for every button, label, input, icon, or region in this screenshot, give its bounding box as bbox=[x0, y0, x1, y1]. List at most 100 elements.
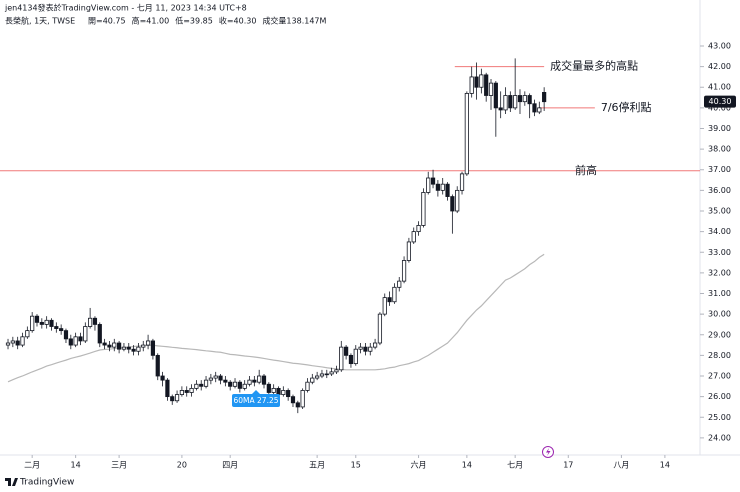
candle-body bbox=[344, 346, 349, 356]
candle bbox=[479, 68, 484, 94]
candle-body bbox=[218, 375, 223, 381]
candle-body bbox=[63, 330, 69, 340]
candle-body bbox=[160, 375, 165, 381]
candle bbox=[353, 345, 358, 366]
candle bbox=[194, 380, 199, 391]
candle bbox=[5, 338, 11, 350]
y-tick-label: 38.00 bbox=[708, 145, 731, 154]
y-tick-label: 35.00 bbox=[708, 206, 731, 215]
candle bbox=[179, 386, 184, 397]
candle bbox=[131, 345, 136, 356]
candle bbox=[213, 371, 218, 383]
y-tick-label: 36.00 bbox=[708, 186, 731, 195]
candle bbox=[315, 371, 320, 381]
candle-body bbox=[324, 373, 329, 376]
candle bbox=[30, 312, 35, 333]
legend-item: 開=40.75 bbox=[88, 17, 126, 26]
candle-body bbox=[469, 76, 474, 94]
candle bbox=[68, 334, 73, 350]
x-tick-label: 三月 bbox=[111, 461, 127, 470]
candle bbox=[39, 318, 44, 329]
candle bbox=[126, 343, 131, 354]
candle-body bbox=[10, 340, 15, 344]
candle-body bbox=[493, 82, 498, 109]
candle bbox=[228, 380, 233, 391]
candle bbox=[247, 376, 252, 387]
candle-body bbox=[368, 346, 373, 352]
candle-body bbox=[474, 76, 479, 88]
candle-body bbox=[232, 381, 238, 387]
candle bbox=[368, 343, 373, 356]
candle bbox=[334, 365, 339, 374]
candle bbox=[493, 81, 498, 137]
candle bbox=[20, 332, 25, 348]
candle bbox=[160, 371, 165, 387]
candle bbox=[170, 394, 175, 405]
candle-body bbox=[276, 387, 281, 395]
candle bbox=[450, 194, 455, 234]
x-tick-label: 17 bbox=[563, 461, 573, 470]
candle-body bbox=[257, 375, 262, 383]
candle bbox=[271, 384, 276, 395]
candle-body bbox=[339, 346, 344, 371]
candle bbox=[261, 373, 267, 389]
candle bbox=[397, 277, 402, 292]
candle-body bbox=[363, 346, 368, 352]
candle bbox=[208, 373, 213, 385]
candle-body bbox=[107, 344, 112, 348]
candle-body bbox=[126, 346, 131, 350]
candle bbox=[513, 58, 518, 110]
candle-body bbox=[397, 280, 402, 288]
candle-body bbox=[49, 319, 54, 327]
candle-body bbox=[131, 348, 136, 352]
y-tick-label: 24.00 bbox=[708, 433, 731, 442]
candle-body bbox=[30, 315, 35, 332]
candle bbox=[174, 390, 180, 403]
x-tick-label: 二月 bbox=[24, 461, 40, 470]
candle-body bbox=[315, 375, 320, 379]
candle bbox=[416, 221, 421, 236]
candle bbox=[141, 340, 146, 352]
candle bbox=[324, 369, 329, 379]
candle bbox=[522, 91, 527, 106]
candle-body bbox=[450, 196, 455, 212]
y-tick-label: 40.00 bbox=[708, 103, 731, 112]
candle bbox=[329, 367, 334, 377]
candle bbox=[527, 93, 532, 119]
candle-body bbox=[430, 177, 436, 185]
candle-body bbox=[117, 342, 122, 350]
candle bbox=[474, 62, 479, 100]
candle-body bbox=[39, 321, 44, 325]
candle-body bbox=[537, 107, 542, 113]
candle bbox=[112, 338, 117, 352]
legend-item: 高=41.00 bbox=[132, 16, 170, 26]
candle-body bbox=[252, 379, 257, 383]
x-tick-label: 七月 bbox=[507, 461, 523, 470]
candle bbox=[387, 291, 392, 306]
x-tick-label: 六月 bbox=[411, 460, 427, 470]
candle bbox=[377, 312, 383, 346]
x-tick-label: 15 bbox=[351, 461, 361, 470]
candle bbox=[155, 353, 160, 381]
candle bbox=[252, 376, 257, 387]
candle-body bbox=[348, 354, 354, 365]
candle-body bbox=[145, 340, 151, 346]
annotation-label: 7/6停利點 bbox=[601, 100, 652, 114]
candle-body bbox=[286, 390, 291, 398]
annotation-label: 前高 bbox=[575, 163, 597, 177]
candle-body bbox=[459, 173, 465, 191]
candle bbox=[184, 386, 189, 397]
candle-body bbox=[223, 379, 228, 383]
y-tick-label: 27.00 bbox=[708, 372, 731, 381]
candle bbox=[49, 318, 54, 331]
candle bbox=[319, 369, 325, 379]
candle-body bbox=[387, 297, 392, 303]
candle bbox=[117, 340, 122, 354]
candle bbox=[257, 369, 262, 385]
ma-label-pointer bbox=[252, 390, 260, 394]
candle-body bbox=[73, 336, 78, 346]
legend-item: 收=40.30 bbox=[219, 16, 257, 26]
x-tick-label: 八月 bbox=[613, 461, 629, 470]
candle-body bbox=[54, 326, 59, 329]
